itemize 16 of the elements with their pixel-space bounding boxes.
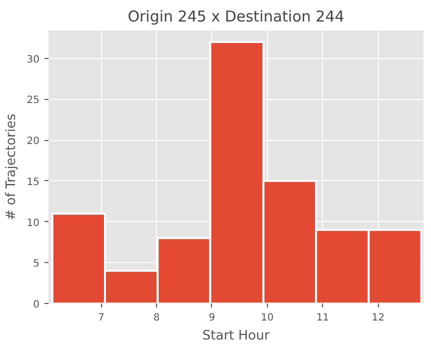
y-tick-label: 5 [33,258,40,270]
x-tick-label: 11 [316,312,330,324]
x-tick-label: 8 [153,312,160,324]
y-tick-label: 0 [33,300,40,310]
y-tick-label: 20 [26,136,40,148]
y-axis-title: # of Trajectories [4,113,19,220]
y-tick-label: 15 [26,176,40,188]
chart-title: Origin 245 x Destination 244 [128,8,344,26]
y-tick-label: 10 [26,218,40,229]
x-axis-title: Start Hour [202,328,270,344]
y-tick-label: 25 [26,95,40,106]
x-tick-label: 7 [98,312,104,324]
x-tick-label: 10 [260,312,274,324]
x-tick-label: 9 [208,312,216,324]
x-tick-label: 12 [372,312,384,324]
y-tick-label: 30 [26,54,40,66]
